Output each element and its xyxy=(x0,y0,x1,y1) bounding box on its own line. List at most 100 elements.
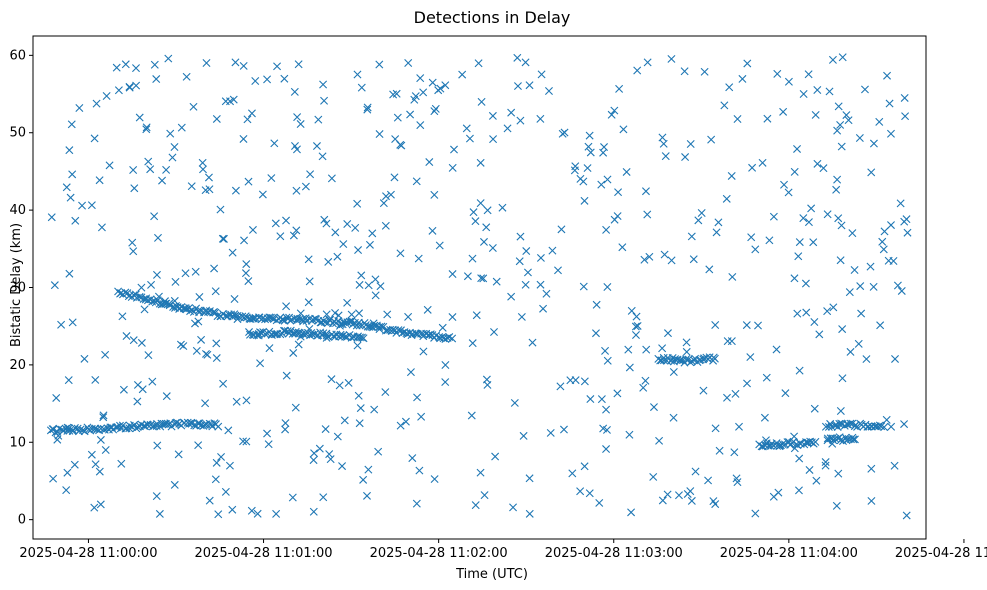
y-tick-label: 20 xyxy=(9,358,26,373)
data-point xyxy=(292,186,301,195)
data-point xyxy=(607,110,616,119)
y-tick-label: 0 xyxy=(18,513,26,528)
data-point xyxy=(720,101,729,110)
data-point xyxy=(282,371,291,380)
data-point xyxy=(216,205,225,214)
data-point xyxy=(825,87,834,96)
data-point xyxy=(118,312,127,321)
data-point xyxy=(187,182,196,191)
data-point xyxy=(829,303,838,312)
x-tick-label: 2025-04-28 11:05:00 xyxy=(895,546,987,561)
data-point xyxy=(322,219,331,228)
data-point xyxy=(640,255,649,264)
data-point xyxy=(780,180,789,189)
data-point xyxy=(101,350,110,359)
data-point xyxy=(374,447,383,456)
data-point xyxy=(231,186,240,195)
data-point xyxy=(661,152,670,161)
x-axis-label: Time (UTC) xyxy=(455,567,528,582)
data-point xyxy=(513,82,522,91)
data-point xyxy=(309,456,318,465)
data-point xyxy=(675,356,684,365)
data-point xyxy=(821,458,830,467)
data-point xyxy=(765,236,774,245)
data-point xyxy=(795,366,804,375)
data-point xyxy=(784,77,793,86)
data-point xyxy=(228,248,237,257)
data-point xyxy=(248,225,257,234)
data-point xyxy=(667,54,676,63)
data-point xyxy=(419,347,428,356)
data-point xyxy=(631,322,640,331)
data-point xyxy=(441,378,450,387)
data-point xyxy=(902,511,911,520)
data-point xyxy=(295,329,304,338)
data-point xyxy=(711,500,720,509)
data-point xyxy=(613,389,622,398)
data-point xyxy=(615,84,624,93)
data-point xyxy=(860,85,869,94)
data-point xyxy=(772,345,781,354)
data-point xyxy=(715,446,724,455)
x-tick-label: 2025-04-28 11:02:00 xyxy=(370,546,508,561)
data-point xyxy=(132,64,140,73)
data-point xyxy=(153,441,162,450)
data-point xyxy=(784,188,793,197)
data-point xyxy=(335,381,344,390)
data-point xyxy=(448,334,457,343)
data-point xyxy=(205,496,214,505)
data-point xyxy=(831,434,840,443)
data-point xyxy=(331,308,340,317)
data-point xyxy=(468,339,477,348)
data-point xyxy=(333,252,342,261)
data-point xyxy=(117,459,126,468)
data-point xyxy=(766,441,775,450)
data-point xyxy=(155,509,164,518)
data-point xyxy=(408,454,417,463)
data-point xyxy=(359,475,368,484)
data-point xyxy=(147,280,156,289)
data-point xyxy=(87,201,96,210)
data-point xyxy=(667,256,676,265)
data-point xyxy=(357,271,366,280)
data-point xyxy=(586,395,595,404)
data-point xyxy=(641,376,650,385)
data-point xyxy=(855,134,864,143)
data-point xyxy=(219,234,228,243)
data-point xyxy=(867,168,876,177)
data-point xyxy=(597,395,606,404)
data-point xyxy=(150,212,159,221)
data-point xyxy=(182,72,191,81)
data-point xyxy=(393,113,402,122)
data-point xyxy=(807,204,816,213)
data-point xyxy=(430,475,439,484)
data-point xyxy=(603,175,612,184)
data-point xyxy=(102,92,111,100)
data-point xyxy=(306,331,315,340)
data-point xyxy=(477,97,486,106)
data-point xyxy=(212,114,221,123)
data-point xyxy=(804,70,813,79)
data-point xyxy=(603,282,612,291)
data-point xyxy=(880,227,889,236)
data-point xyxy=(241,269,250,278)
data-point xyxy=(762,373,771,382)
data-point xyxy=(283,327,292,336)
data-point xyxy=(214,422,223,431)
data-point xyxy=(242,260,251,269)
data-point xyxy=(804,218,813,227)
data-point xyxy=(834,214,843,223)
data-point xyxy=(70,460,79,469)
data-point xyxy=(645,252,654,261)
data-point xyxy=(158,176,167,185)
data-point xyxy=(625,430,634,439)
data-point xyxy=(191,267,200,276)
data-point xyxy=(90,134,99,143)
data-point xyxy=(419,88,428,97)
data-point xyxy=(471,217,480,226)
data-point xyxy=(880,423,889,432)
data-point xyxy=(521,280,530,289)
data-point xyxy=(627,508,636,517)
data-point xyxy=(793,309,802,318)
data-point xyxy=(91,460,100,469)
